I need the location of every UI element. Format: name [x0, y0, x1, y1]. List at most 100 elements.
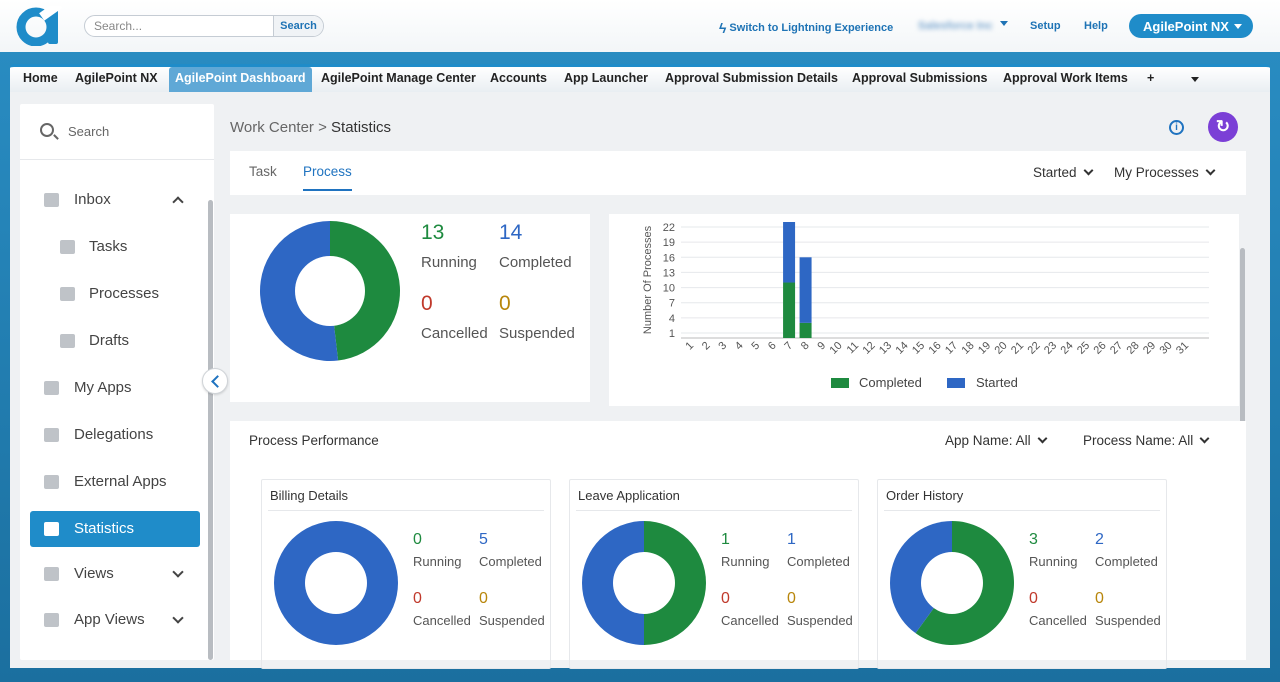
process-performance-title: Process Performance	[249, 433, 379, 448]
agilepoint-logo[interactable]	[14, 6, 62, 46]
add-tab-plus-icon[interactable]: +	[1147, 71, 1155, 85]
sidebar-item-external-apps[interactable]: External Apps	[30, 464, 200, 500]
sidebar-item-statistics[interactable]: Statistics	[30, 511, 200, 547]
content-scrollbar[interactable]	[1240, 248, 1245, 458]
status-filter-dropdown[interactable]: Started	[1033, 165, 1093, 180]
app-completed-count: 2	[1095, 531, 1104, 548]
tab-agilepoint-nx[interactable]: AgilePoint NX	[75, 71, 158, 85]
app-cancelled-label: Cancelled	[413, 613, 471, 628]
tab-approval-submissions[interactable]: Approval Submissions	[852, 71, 988, 85]
completed-label: Completed	[499, 254, 572, 271]
scope-filter-value: My Processes	[1114, 165, 1199, 180]
app-completed-count: 5	[479, 531, 488, 548]
app-tab-bar: Home AgilePoint NX AgilePoint Dashboard …	[10, 64, 1270, 92]
app-completed-label: Completed	[479, 554, 542, 569]
tab-process[interactable]: Process	[303, 164, 352, 191]
grid-icon	[44, 381, 59, 395]
sidebar-item-tasks[interactable]: Tasks	[30, 229, 200, 265]
donut-slice-started	[890, 521, 952, 634]
x-tick-label: 3	[716, 340, 729, 353]
sidebar-item-processes[interactable]: Processes	[30, 276, 200, 312]
refresh-button[interactable]: ↻	[1208, 112, 1238, 142]
sidebar-scrollbar[interactable]	[208, 200, 213, 660]
statistics-tabs: Task Process Started My Processes	[230, 151, 1246, 195]
main-content: Work Center > Statistics i ↻ Task Proces…	[216, 104, 1246, 669]
user-menu-caret-icon[interactable]	[1000, 21, 1008, 26]
suspended-label: Suspended	[499, 325, 575, 342]
app-suspended-count: 0	[1095, 590, 1104, 607]
x-tick-label: 27	[1108, 340, 1125, 357]
app-card-leave-application[interactable]: Leave Application 1 Running 1 Completed …	[569, 479, 859, 669]
bar-started	[783, 222, 796, 283]
user-menu[interactable]: Salesforce Inc	[918, 20, 993, 32]
scope-filter-dropdown[interactable]: My Processes	[1114, 165, 1216, 180]
help-link[interactable]: Help	[1084, 20, 1108, 32]
x-tick-label: 21	[1009, 340, 1026, 357]
breadcrumb: Work Center > Statistics	[230, 119, 391, 136]
sidebar-item-label: Tasks	[89, 238, 128, 255]
sidebar-item-label: Delegations	[74, 426, 154, 443]
sidebar-item-inbox[interactable]: Inbox	[30, 182, 200, 218]
app-card-title: Billing Details	[270, 488, 349, 503]
x-tick-label: 15	[910, 340, 927, 357]
app-card-divider	[268, 510, 544, 511]
app-running-count: 1	[721, 531, 730, 548]
x-tick-label: 10	[828, 340, 845, 357]
x-tick-label: 23	[1042, 340, 1059, 357]
tab-agilepoint-dashboard[interactable]: AgilePoint Dashboard	[169, 67, 312, 92]
sidebar-item-delegations[interactable]: Delegations	[30, 417, 200, 453]
app-name-filter-value: All	[1015, 433, 1031, 448]
app-running-label: Running	[721, 554, 770, 569]
process-name-filter-value: All	[1178, 433, 1194, 448]
app-suspended-count: 0	[787, 590, 796, 607]
legend-swatch-started	[947, 378, 965, 388]
app-suspended-count: 0	[479, 590, 488, 607]
tab-approval-submission-details[interactable]: Approval Submission Details	[665, 71, 838, 85]
sidebar-item-views[interactable]: Views	[30, 556, 200, 592]
process-name-filter[interactable]: Process Name: All	[1083, 433, 1210, 448]
app-cancelled-count: 0	[721, 590, 730, 607]
info-icon[interactable]: i	[1169, 120, 1184, 135]
global-search-input[interactable]	[85, 16, 273, 36]
tab-agilepoint-manage-center[interactable]: AgilePoint Manage Center	[321, 71, 476, 85]
status-filter-value: Started	[1033, 165, 1077, 180]
legend-label-started: Started	[976, 375, 1018, 390]
app-suspended-label: Suspended	[1095, 613, 1161, 628]
x-tick-label: 30	[1158, 340, 1175, 357]
search-button[interactable]: Search	[273, 16, 323, 36]
switch-lightning-link[interactable]: ϟ Switch to Lightning Experience	[719, 20, 893, 36]
tab-approval-work-items[interactable]: Approval Work Items	[1003, 71, 1128, 85]
x-tick-label: 7	[782, 340, 795, 353]
x-tick-label: 8	[799, 340, 812, 353]
tab-app-launcher[interactable]: App Launcher	[564, 71, 649, 85]
x-tick-label: 26	[1092, 340, 1109, 357]
app-card-order-history[interactable]: Order History 3 Running 2 Completed 0 Ca…	[877, 479, 1167, 669]
sidebar-item-app-views[interactable]: App Views	[30, 602, 200, 638]
sidebar-search[interactable]: Search	[20, 104, 214, 160]
x-tick-label: 6	[766, 340, 779, 353]
cancelled-count: 0	[421, 292, 433, 315]
setup-link[interactable]: Setup	[1030, 20, 1061, 32]
app-donut-chart	[582, 521, 706, 645]
breadcrumb-parent[interactable]: Work Center	[230, 119, 314, 136]
more-tabs-caret-icon[interactable]	[1191, 77, 1199, 82]
chevron-up-icon	[172, 196, 184, 208]
app-cancelled-label: Cancelled	[721, 613, 779, 628]
sidebar-item-my-apps[interactable]: My Apps	[30, 370, 200, 406]
sidebar-item-drafts[interactable]: Drafts	[30, 323, 200, 359]
collapse-sidebar-button[interactable]	[202, 368, 228, 394]
tab-task[interactable]: Task	[249, 164, 277, 179]
bar-completed	[799, 322, 812, 338]
tab-home[interactable]: Home	[23, 71, 58, 85]
app-name-filter[interactable]: App Name: All	[945, 433, 1048, 448]
app-switcher[interactable]: AgilePoint NX	[1129, 14, 1253, 38]
tab-accounts[interactable]: Accounts	[490, 71, 547, 85]
running-label: Running	[421, 254, 477, 271]
donut-slice-completed	[330, 221, 401, 361]
sidebar-item-label: Drafts	[89, 332, 130, 349]
y-tick-label: 7	[669, 298, 675, 310]
app-card-billing-details[interactable]: Billing Details 0 Running 5 Completed 0 …	[261, 479, 551, 669]
y-tick-label: 16	[663, 252, 675, 264]
app-cancelled-label: Cancelled	[1029, 613, 1087, 628]
